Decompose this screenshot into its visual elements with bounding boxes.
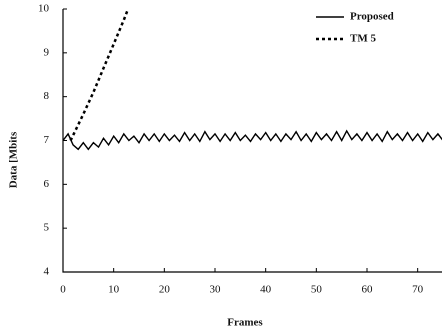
x-axis-title: Frames	[227, 317, 263, 329]
x-tick-label: 50	[311, 284, 323, 296]
plot-area	[63, 9, 442, 151]
y-tick-label: 4	[44, 266, 50, 278]
x-tick-label: 0	[60, 284, 66, 296]
y-tick-label: 5	[44, 222, 50, 234]
y-tick-label: 10	[38, 3, 50, 15]
y-tick-label: 6	[44, 178, 50, 190]
y-tick-label: 9	[44, 46, 50, 58]
y-tick-label: 7	[44, 134, 50, 146]
x-tick-label: 60	[362, 284, 374, 296]
x-tick-label: 10	[108, 284, 120, 296]
legend-text: Proposed	[350, 11, 394, 23]
y-axis-title: Data [Mbits	[8, 131, 20, 188]
series-line	[63, 129, 442, 151]
y-tick-label: 8	[44, 90, 50, 102]
legend-text: TM 5	[350, 33, 376, 45]
x-tick-label: 40	[260, 284, 272, 296]
x-tick-label: 30	[210, 284, 222, 296]
x-tick-label: 20	[159, 284, 171, 296]
series-line	[69, 9, 130, 142]
x-tick-label: 70	[412, 284, 424, 296]
